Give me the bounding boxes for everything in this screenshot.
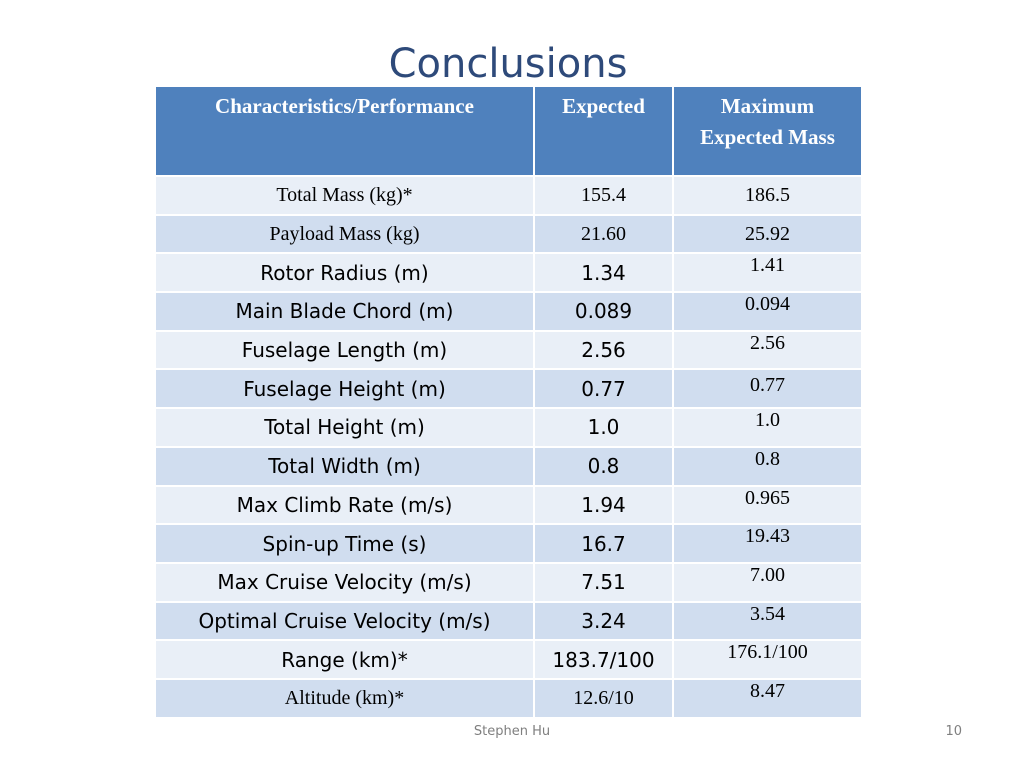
row-expected: 12.6/10: [533, 677, 674, 719]
page-number: 10: [945, 724, 962, 739]
row-max: 0.77: [672, 368, 863, 410]
slide-title: Conclusions: [388, 41, 628, 87]
table-row: Total Mass (kg)* 155.4 186.5: [154, 175, 863, 216]
table-row: Fuselage Height (m) 0.77 0.77: [154, 368, 863, 410]
table-row: Payload Mass (kg) 21.60 25.92: [154, 213, 863, 255]
row-expected: 0.77: [533, 368, 674, 410]
table-row: Altitude (km)* 12.6/10 8.47: [154, 677, 863, 719]
row-expected: 1.94: [533, 484, 674, 526]
row-expected: 1.0: [533, 407, 674, 448]
row-max: 8.47: [672, 677, 863, 719]
table-header-row: Characteristics/Performance Expected Max…: [154, 85, 863, 177]
row-max: 0.965: [672, 484, 863, 526]
row-expected: 1.34: [533, 252, 674, 294]
table-row: Max Climb Rate (m/s) 1.94 0.965: [154, 484, 863, 526]
table-row: Range (km)* 183.7/100 176.1/100: [154, 639, 863, 680]
row-label: Spin-up Time (s): [154, 523, 535, 564]
row-label: Total Mass (kg)*: [154, 175, 535, 216]
row-label: Total Width (m): [154, 445, 535, 487]
row-expected: 3.24: [533, 600, 674, 642]
table-row: Rotor Radius (m) 1.34 1.41: [154, 252, 863, 294]
footer-author: Stephen Hu: [473, 724, 551, 739]
row-label: Optimal Cruise Velocity (m/s): [154, 600, 535, 642]
header-characteristics: Characteristics/Performance: [154, 85, 535, 177]
table-row: Fuselage Length (m) 2.56 2.56: [154, 329, 863, 371]
row-max: 19.43: [672, 523, 863, 564]
row-max: 1.0: [672, 407, 863, 448]
table-row: Main Blade Chord (m) 0.089 0.094: [154, 291, 863, 332]
row-max: 25.92: [672, 213, 863, 255]
table-row: Optimal Cruise Velocity (m/s) 3.24 3.54: [154, 600, 863, 642]
header-expected: Expected: [533, 85, 674, 177]
row-max: 1.41: [672, 252, 863, 294]
results-table: Characteristics/Performance Expected Max…: [154, 85, 863, 719]
row-label: Total Height (m): [154, 407, 535, 448]
row-expected: 21.60: [533, 213, 674, 255]
row-expected: 0.8: [533, 445, 674, 487]
row-max: 0.094: [672, 291, 863, 332]
table-row: Spin-up Time (s) 16.7 19.43: [154, 523, 863, 564]
header-maximum-expected-mass: Maximum Expected Mass: [672, 85, 863, 177]
row-max: 3.54: [672, 600, 863, 642]
row-expected: 183.7/100: [533, 639, 674, 680]
row-label: Payload Mass (kg): [154, 213, 535, 255]
row-expected: 7.51: [533, 561, 674, 603]
row-expected: 2.56: [533, 329, 674, 371]
table-row: Total Width (m) 0.8 0.8: [154, 445, 863, 487]
row-label: Fuselage Height (m): [154, 368, 535, 410]
row-label: Fuselage Length (m): [154, 329, 535, 371]
row-max: 0.8: [672, 445, 863, 487]
row-expected: 0.089: [533, 291, 674, 332]
row-label: Max Cruise Velocity (m/s): [154, 561, 535, 603]
row-expected: 16.7: [533, 523, 674, 564]
row-label: Rotor Radius (m): [154, 252, 535, 294]
row-max: 186.5: [672, 175, 863, 216]
row-label: Max Climb Rate (m/s): [154, 484, 535, 526]
row-label: Main Blade Chord (m): [154, 291, 535, 332]
row-label: Range (km)*: [154, 639, 535, 680]
table-row: Total Height (m) 1.0 1.0: [154, 407, 863, 448]
row-label: Altitude (km)*: [154, 677, 535, 719]
row-expected: 155.4: [533, 175, 674, 216]
row-max: 7.00: [672, 561, 863, 603]
row-max: 2.56: [672, 329, 863, 371]
row-max: 176.1/100: [672, 639, 863, 680]
table-row: Max Cruise Velocity (m/s) 7.51 7.00: [154, 561, 863, 603]
